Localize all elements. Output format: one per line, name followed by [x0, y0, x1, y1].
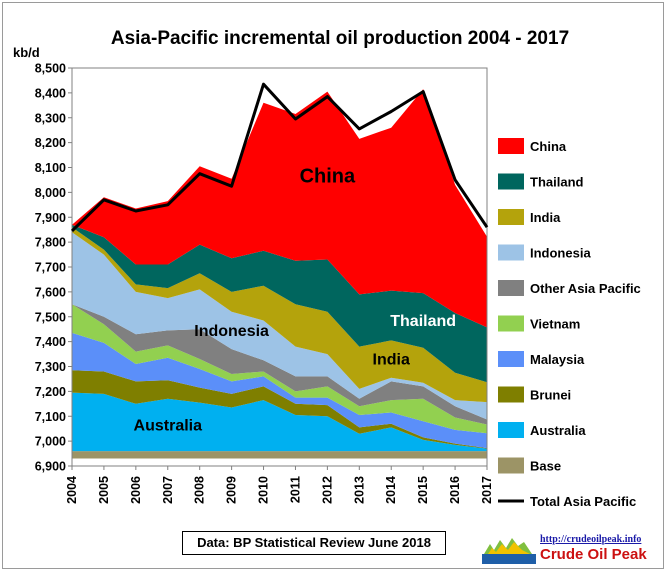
y-tick-label: 8,000	[35, 186, 66, 200]
x-tick-label: 2013	[352, 476, 366, 504]
legend-label-total-asia-pacific: Total Asia Pacific	[530, 494, 636, 509]
y-tick-label: 7,600	[35, 285, 66, 299]
x-tick-label: 2016	[448, 476, 462, 504]
y-tick-label: 7,800	[35, 236, 66, 250]
legend-label-other-asia-pacific: Other Asia Pacific	[530, 281, 641, 296]
logo-url[interactable]: http://crudeoilpeak.info	[540, 534, 642, 545]
legend-label-base: Base	[530, 459, 561, 474]
y-tick-label: 7,200	[35, 385, 66, 399]
x-tick-label: 2015	[416, 476, 430, 504]
legend-label-india: India	[530, 210, 561, 225]
x-tick-label: 2012	[320, 476, 334, 504]
legend-swatch-vietnam	[498, 315, 524, 332]
area-india	[72, 227, 487, 403]
y-tick-label: 8,300	[35, 111, 66, 125]
area-base	[72, 451, 487, 459]
x-tick-label: 2006	[129, 476, 143, 504]
y-tick-label: 8,200	[35, 136, 66, 150]
y-tick-label: 7,500	[35, 310, 66, 324]
y-tick-label: 8,400	[35, 86, 66, 100]
legend-swatch-malaysia	[498, 351, 524, 367]
area-thailand	[72, 224, 487, 383]
x-tick-label: 2014	[384, 476, 398, 504]
area-annotations: China Thailand India Indonesia Australia	[134, 166, 457, 435]
legend-swatch-indonesia	[498, 244, 524, 261]
legend-swatch-india	[498, 209, 524, 225]
area-indonesia	[72, 232, 487, 420]
legend-swatch-thailand	[498, 173, 524, 190]
y-tick-label: 7,900	[35, 211, 66, 225]
crude-oil-peak-logo[interactable]: http://crudeoilpeak.info Crude Oil Peak	[482, 532, 662, 566]
annotation-india: India	[373, 352, 410, 369]
legend-swatch-base	[498, 457, 524, 474]
area-vietnam	[72, 304, 487, 434]
y-axis: 6,900 7,000 7,100 7,200 7,300 7,400 7,500 7,600…	[35, 62, 72, 474]
x-tick-label: 2010	[257, 476, 271, 504]
total-line-layer	[70, 82, 489, 232]
legend-label-thailand: Thailand	[530, 175, 584, 190]
x-tick-label: 2009	[225, 476, 239, 504]
data-source-note: Data: BP Statistical Review June 2018	[182, 531, 446, 555]
legend: China Thailand India Indonesia Other Asia Pa…	[498, 138, 641, 509]
annotation-thailand: Thailand	[390, 313, 456, 330]
y-tick-label: 6,900	[35, 460, 66, 474]
y-tick-label: 7,000	[35, 435, 66, 449]
x-tick-label: 2011	[288, 476, 302, 503]
x-axis: 2004 2005 2006 2007 2008 2009 2010 2011 2012 2013…	[65, 466, 494, 504]
legend-swatch-brunei	[498, 386, 524, 403]
annotation-australia: Australia	[134, 418, 203, 435]
y-axis-unit-label: kb/d	[13, 45, 40, 60]
x-tick-label: 2005	[97, 476, 111, 504]
y-tick-label: 7,300	[35, 360, 66, 374]
x-tick-label: 2017	[480, 476, 494, 504]
legend-label-brunei: Brunei	[530, 388, 571, 403]
area-other-asia-pacific	[72, 304, 487, 425]
chart-title: Asia-Pacific incremental oil production …	[110, 28, 570, 49]
annotation-indonesia: Indonesia	[194, 323, 269, 340]
legend-label-australia: Australia	[530, 423, 586, 438]
annotation-china: China	[300, 166, 356, 188]
y-tick-label: 8,500	[35, 62, 66, 76]
legend-swatch-other-asia-pacific	[498, 280, 524, 296]
x-tick-label: 2008	[193, 476, 207, 504]
legend-swatch-australia	[498, 422, 524, 438]
area-brunei	[72, 370, 487, 449]
y-tick-label: 7,100	[35, 410, 66, 424]
y-tick-label: 7,400	[35, 335, 66, 349]
legend-swatch-china	[498, 138, 524, 154]
legend-label-china: China	[530, 139, 567, 154]
area-australia	[72, 392, 487, 452]
series-line-total-asia-pacific	[70, 82, 489, 232]
oil-well-logo-icon	[482, 538, 536, 564]
stacked-areas	[72, 89, 487, 459]
y-tick-label: 8,100	[35, 161, 66, 175]
legend-label-malaysia: Malaysia	[530, 352, 585, 367]
area-china	[72, 89, 487, 328]
area-malaysia	[72, 332, 487, 449]
legend-label-vietnam: Vietnam	[530, 317, 580, 332]
legend-label-indonesia: Indonesia	[530, 246, 591, 261]
logo-name: Crude Oil Peak	[540, 546, 647, 563]
y-tick-label: 7,700	[35, 261, 66, 275]
x-tick-label: 2004	[65, 476, 79, 504]
x-tick-label: 2007	[161, 476, 175, 504]
